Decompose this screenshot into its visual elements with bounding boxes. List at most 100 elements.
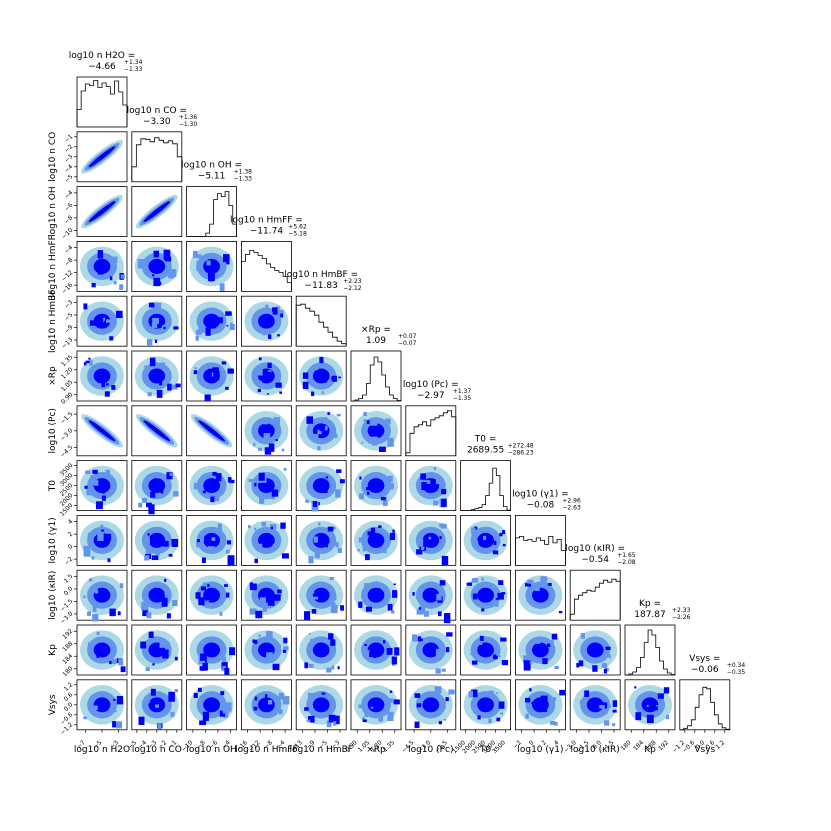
density-panel-kir-vs-hmbf	[295, 569, 347, 621]
density-blob	[525, 713, 529, 719]
density-blob	[161, 597, 168, 607]
density-blob	[116, 695, 124, 705]
y-tick-label-g1: 4	[67, 518, 75, 526]
sample-point	[161, 206, 164, 209]
density-blob	[362, 719, 367, 723]
density-blob	[280, 313, 284, 318]
density-blob	[222, 665, 227, 672]
density-blob	[592, 665, 598, 672]
density-blob	[547, 643, 551, 647]
density-blob	[148, 302, 155, 308]
density-panel-t0-vs-hmbf	[295, 460, 347, 512]
density-blob	[223, 712, 229, 718]
density-blob	[370, 527, 376, 535]
sample-point	[95, 160, 98, 162]
density-blob	[436, 593, 442, 601]
density-blob	[225, 592, 230, 598]
density-blob	[274, 594, 281, 601]
y-tick-label-g1: 2	[67, 530, 75, 538]
density-blob	[646, 704, 649, 707]
density-blob	[205, 327, 211, 336]
density-blob	[655, 705, 663, 713]
density-blob	[266, 393, 269, 395]
contour-level-3	[367, 697, 385, 713]
density-blob	[154, 644, 159, 652]
density-blob	[441, 488, 447, 495]
density-blob	[333, 433, 338, 438]
density-blob	[93, 480, 99, 486]
density-blob	[202, 662, 208, 671]
y-tick-label-pc: −3.0	[59, 427, 74, 442]
density-blob	[608, 656, 612, 659]
density-blob	[418, 607, 422, 610]
contour-level-3	[93, 258, 111, 274]
param-title-minus: −286.23	[508, 450, 534, 457]
density-blob	[200, 586, 207, 591]
y-tick-label-vsys: 0.0	[63, 701, 75, 713]
density-blob	[224, 584, 228, 587]
density-blob	[199, 720, 207, 726]
contour-level-3	[203, 697, 220, 713]
density-blob	[145, 546, 152, 555]
density-blob	[363, 411, 367, 417]
density-blob	[526, 646, 529, 650]
density-blob	[275, 306, 280, 314]
density-blob	[325, 544, 328, 548]
contour-level-3	[586, 642, 604, 658]
param-title-value: −0.06	[691, 665, 719, 675]
contour-level-3	[477, 642, 494, 658]
density-blob	[578, 660, 584, 667]
density-blob	[493, 540, 497, 546]
density-blob	[612, 700, 618, 707]
y-axis-label-kp: Kp	[48, 644, 58, 656]
density-blob	[605, 646, 611, 650]
density-blob	[524, 697, 531, 703]
density-blob	[439, 580, 446, 586]
density-blob	[222, 262, 227, 268]
y-tick-label-rp: 0.90	[60, 391, 75, 406]
density-blob	[90, 710, 94, 714]
density-blob	[217, 317, 223, 324]
density-blob	[309, 643, 315, 647]
density-blob	[383, 640, 386, 644]
density-panel-kp-vs-co	[131, 624, 183, 676]
density-blob	[93, 547, 99, 551]
density-blob	[428, 536, 432, 540]
density-blob	[212, 367, 219, 373]
density-blob	[328, 633, 334, 640]
density-blob	[219, 611, 223, 616]
density-panel-oh-vs-h2o	[76, 186, 128, 238]
y-tick-label-hmff: −16	[61, 281, 75, 295]
density-blob	[370, 706, 374, 709]
density-blob	[213, 372, 220, 380]
density-panel-kir-vs-rp	[350, 569, 402, 621]
density-blob	[365, 606, 373, 612]
density-blob	[163, 326, 166, 330]
param-title-value: −0.54	[581, 555, 609, 565]
density-blob	[339, 479, 345, 484]
density-blob	[210, 496, 215, 503]
density-blob	[175, 383, 181, 388]
sample-point	[101, 210, 103, 213]
density-blob	[388, 483, 394, 490]
hist-panel-vsys	[679, 679, 731, 731]
density-blob	[327, 526, 334, 532]
density-blob	[308, 663, 314, 668]
density-blob	[604, 667, 609, 672]
density-blob	[248, 479, 254, 483]
y-tick-label-vsys: 1.2	[63, 681, 75, 693]
density-blob	[204, 482, 208, 487]
density-blob	[423, 611, 429, 617]
density-blob	[282, 696, 290, 705]
density-blob	[101, 495, 106, 501]
density-blob	[388, 698, 393, 703]
density-blob	[144, 555, 150, 561]
density-blob	[89, 320, 96, 326]
x-tick-label-hmff: −8	[263, 739, 274, 750]
y-tick-label-g1: 0	[67, 543, 75, 551]
density-blob	[229, 647, 236, 656]
density-blob	[115, 310, 123, 319]
density-blob	[202, 711, 209, 721]
density-panel-hmbf-vs-h2o	[76, 295, 128, 347]
density-blob	[471, 660, 478, 665]
